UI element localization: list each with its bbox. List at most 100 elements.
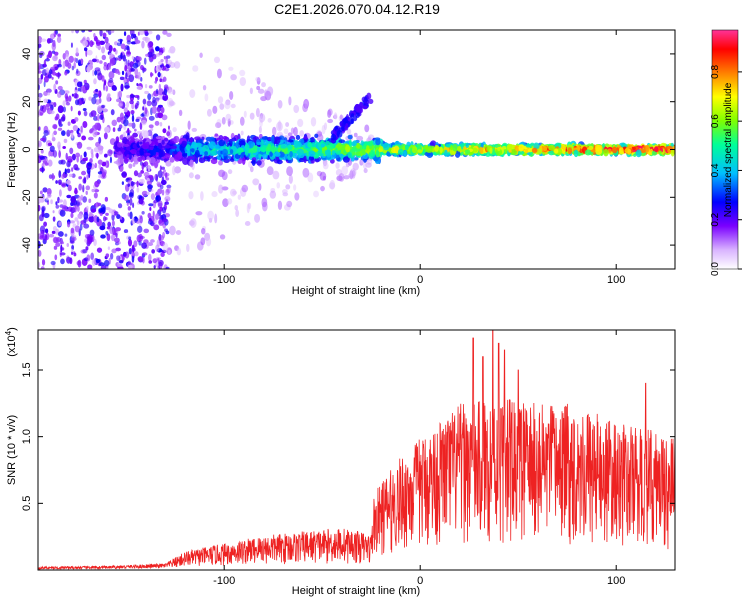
heatmap-cell <box>187 156 194 160</box>
heatmap-cell <box>118 259 124 264</box>
heatmap-cell <box>230 103 236 109</box>
heatmap-cell <box>122 136 128 144</box>
heatmap-cell <box>124 65 128 72</box>
heatmap-cell <box>70 227 75 234</box>
heatmap-cell <box>165 55 171 59</box>
heatmap-cell <box>127 212 131 217</box>
heatmap-cell <box>94 69 98 76</box>
heatmap-cell <box>164 201 170 205</box>
heatmap-cell <box>99 114 104 120</box>
heatmap-cell <box>128 236 132 240</box>
x-tick-label: 0 <box>417 274 423 286</box>
heatmap-cell <box>68 173 73 178</box>
heatmap-cell <box>449 144 454 151</box>
heatmap-cell <box>134 105 138 110</box>
heatmap-cell <box>86 205 89 211</box>
heatmap-cell <box>548 150 555 156</box>
heatmap-cell <box>81 97 84 102</box>
heatmap-cell <box>126 94 131 99</box>
heatmap-cell <box>81 170 87 176</box>
heatmap-cell <box>71 65 75 71</box>
heatmap-cell <box>238 142 245 146</box>
colorbar-gradient <box>712 30 738 269</box>
heatmap-cell <box>103 132 108 140</box>
heatmap-cell <box>156 181 161 186</box>
heatmap-cell <box>146 37 151 43</box>
colorbar-label: Normalized spectral amplitude <box>723 82 734 217</box>
heatmap-cell <box>106 160 110 168</box>
heatmap-cell <box>124 81 130 90</box>
heatmap-cell <box>189 89 196 98</box>
heatmap-cell <box>131 255 135 263</box>
heatmap-cell <box>77 59 81 67</box>
heatmap-cell <box>85 246 89 251</box>
heatmap-cell <box>366 92 372 100</box>
heatmap-cell <box>63 90 70 94</box>
heatmap-cell <box>201 227 206 235</box>
heatmap-cell <box>148 85 153 89</box>
heatmap-cell <box>102 32 107 38</box>
heatmap-cell <box>150 193 155 201</box>
heatmap-cell <box>52 175 56 179</box>
heatmap-cell <box>40 38 47 42</box>
heatmap-cell <box>125 72 128 80</box>
heatmap-cell <box>245 148 249 156</box>
heatmap-cell <box>378 148 383 153</box>
heatmap-cell <box>142 156 146 162</box>
heatmap-cell <box>445 143 451 148</box>
heatmap-cell <box>64 70 68 76</box>
heatmap-cell <box>351 152 359 156</box>
heatmap-cell <box>146 156 150 161</box>
heatmap-cell <box>55 113 60 120</box>
heatmap-cell <box>347 134 353 140</box>
heatmap-cell <box>169 156 175 163</box>
heatmap-cell <box>57 64 62 68</box>
heatmap-cell <box>162 30 168 35</box>
heatmap-cell <box>234 204 239 211</box>
heatmap-cell <box>259 146 267 153</box>
heatmap-cell <box>96 59 100 63</box>
heatmap-cell <box>354 157 359 161</box>
heatmap-cell <box>232 190 238 195</box>
heatmap-cell <box>75 152 81 158</box>
heatmap-cell <box>167 249 171 255</box>
heatmap-cell <box>57 179 62 185</box>
heatmap-cell <box>320 185 325 192</box>
heatmap-cell <box>287 144 293 151</box>
heatmap-cell <box>62 100 66 107</box>
heatmap-cell <box>231 137 237 142</box>
heatmap-cell <box>136 131 141 135</box>
heatmap-cell <box>85 49 88 57</box>
spectrogram-panel: -100 0 100 -40 -20 0 20 40 Height of straight … <box>6 29 676 297</box>
heatmap-cell <box>106 94 111 102</box>
heatmap-cell <box>158 194 161 202</box>
heatmap-cell <box>101 54 107 61</box>
heatmap-cell <box>157 170 163 179</box>
heatmap-cell <box>360 140 364 146</box>
heatmap-cell <box>110 252 114 260</box>
heatmap-cell <box>252 178 260 186</box>
heatmap-cell <box>166 59 173 66</box>
heatmap-cell <box>175 144 180 152</box>
heatmap-cell <box>393 145 400 154</box>
heatmap-cell <box>182 157 189 165</box>
heatmap-cell <box>227 155 232 160</box>
heatmap-cell <box>322 175 327 181</box>
heatmap-cell <box>147 165 151 172</box>
heatmap-cell <box>113 47 116 52</box>
heatmap-cell <box>86 66 91 73</box>
heatmap-cell <box>206 108 212 117</box>
heatmap-cell <box>162 95 165 101</box>
heatmap-cell <box>276 159 283 165</box>
heatmap-cell <box>160 251 165 258</box>
heatmap-cell <box>157 258 160 262</box>
heatmap-cell <box>165 160 172 167</box>
heatmap-cell <box>126 77 129 84</box>
heatmap-cell <box>189 218 197 228</box>
heatmap-cell <box>95 88 99 93</box>
heatmap-cell <box>161 139 165 145</box>
heatmap-cell <box>50 101 55 106</box>
heatmap-cell <box>53 130 58 136</box>
heatmap-cell <box>311 141 315 148</box>
heatmap-cell <box>281 189 288 194</box>
